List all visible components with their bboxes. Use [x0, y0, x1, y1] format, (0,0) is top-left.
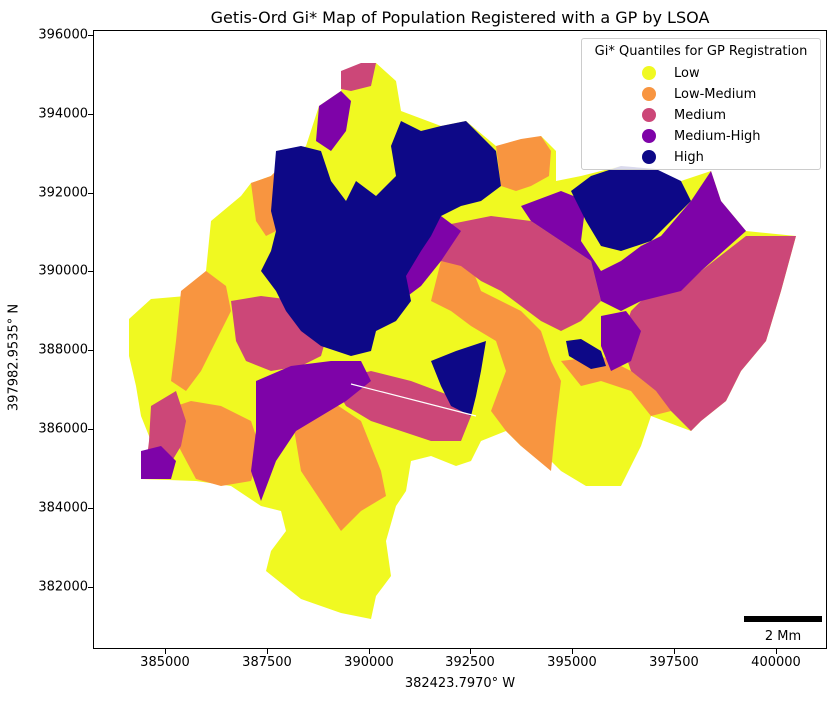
region-medium-high-southwest — [141, 446, 176, 479]
legend-swatch-high — [642, 150, 656, 164]
legend-title: Gi* Quantiles for GP Registration — [594, 44, 808, 59]
xtick-mark — [674, 649, 675, 654]
region-low-medium-east — [561, 356, 691, 426]
map-plot-area — [93, 30, 827, 649]
scale-bar — [744, 616, 822, 622]
region-low-medium-center — [431, 261, 561, 471]
map-legend: Gi* Quantiles for GP Registration Low Lo… — [581, 38, 821, 170]
legend-swatch-medium — [642, 108, 656, 122]
ytick-label: 388000 — [38, 342, 88, 358]
ytick-mark — [88, 114, 93, 115]
ytick-mark — [88, 350, 93, 351]
region-low-medium-west — [171, 271, 231, 391]
legend-swatch-medium-high — [642, 129, 656, 143]
scale-bar-label: 2 Mm — [764, 629, 802, 644]
map-title: Getis-Ord Gi* Map of Population Register… — [210, 8, 710, 27]
region-high-northeast — [571, 166, 691, 251]
xtick-label: 400000 — [751, 655, 801, 670]
region-medium-high-east — [521, 171, 746, 311]
region-high-south-center — [431, 341, 486, 416]
ytick-label: 386000 — [38, 421, 88, 437]
legend-item-high: High — [642, 147, 704, 167]
ytick-mark — [88, 193, 93, 194]
region-medium-south-center — [331, 371, 471, 441]
region-medium-east-large — [621, 236, 796, 431]
region-medium-high-center-east — [601, 311, 641, 371]
ytick-mark — [88, 35, 93, 36]
region-low-medium-southwest — [161, 401, 261, 486]
legend-label-high: High — [674, 149, 704, 165]
legend-label-low: Low — [674, 65, 700, 81]
region-low-medium-ne — [496, 136, 551, 191]
legend-item-low: Low — [642, 63, 700, 83]
legend-label-medium: Medium — [674, 107, 726, 123]
region-high-east-small — [566, 339, 606, 369]
xtick-label: 397500 — [649, 655, 699, 670]
legend-item-low-medium: Low-Medium — [642, 84, 756, 104]
legend-label-low-medium: Low-Medium — [674, 86, 757, 102]
xtick-label: 385000 — [140, 655, 190, 670]
ytick-label: 390000 — [38, 263, 88, 279]
xtick-mark — [165, 649, 166, 654]
x-axis-label: 382423.7970° W — [404, 676, 516, 691]
ytick-label: 392000 — [38, 185, 88, 201]
xtick-label: 387500 — [242, 655, 292, 670]
xtick-mark — [776, 649, 777, 654]
xtick-label: 395000 — [547, 655, 597, 670]
region-medium-central — [441, 216, 601, 331]
legend-swatch-low — [642, 66, 656, 80]
region-low-medium-south — [291, 401, 386, 531]
region-medium-high-south — [251, 361, 371, 501]
choropleth-map — [129, 63, 796, 619]
district-boundary-line — [350, 383, 477, 417]
ytick-mark — [88, 271, 93, 272]
ytick-label: 396000 — [38, 27, 88, 43]
xtick-label: 390000 — [344, 655, 394, 670]
region-medium-north — [341, 63, 376, 91]
ytick-label: 382000 — [38, 579, 88, 595]
ytick-label: 394000 — [38, 106, 88, 122]
legend-item-medium-high: Medium-High — [642, 126, 761, 146]
ytick-label: 384000 — [38, 500, 88, 516]
region-high-main — [261, 121, 501, 356]
region-medium-high-north — [316, 91, 351, 151]
xtick-mark — [470, 649, 471, 654]
xtick-mark — [572, 649, 573, 654]
legend-swatch-low-medium — [642, 87, 656, 101]
legend-item-medium: Medium — [642, 105, 726, 125]
ytick-mark — [88, 587, 93, 588]
y-axis-label: 397982.9535° N — [7, 304, 22, 411]
xtick-label: 392500 — [445, 655, 495, 670]
xtick-mark — [369, 649, 370, 654]
xtick-mark — [267, 649, 268, 654]
legend-label-medium-high: Medium-High — [674, 128, 761, 144]
ytick-mark — [88, 508, 93, 509]
ytick-mark — [88, 429, 93, 430]
y-axis-label-text: 397982.9535° N — [6, 303, 22, 412]
